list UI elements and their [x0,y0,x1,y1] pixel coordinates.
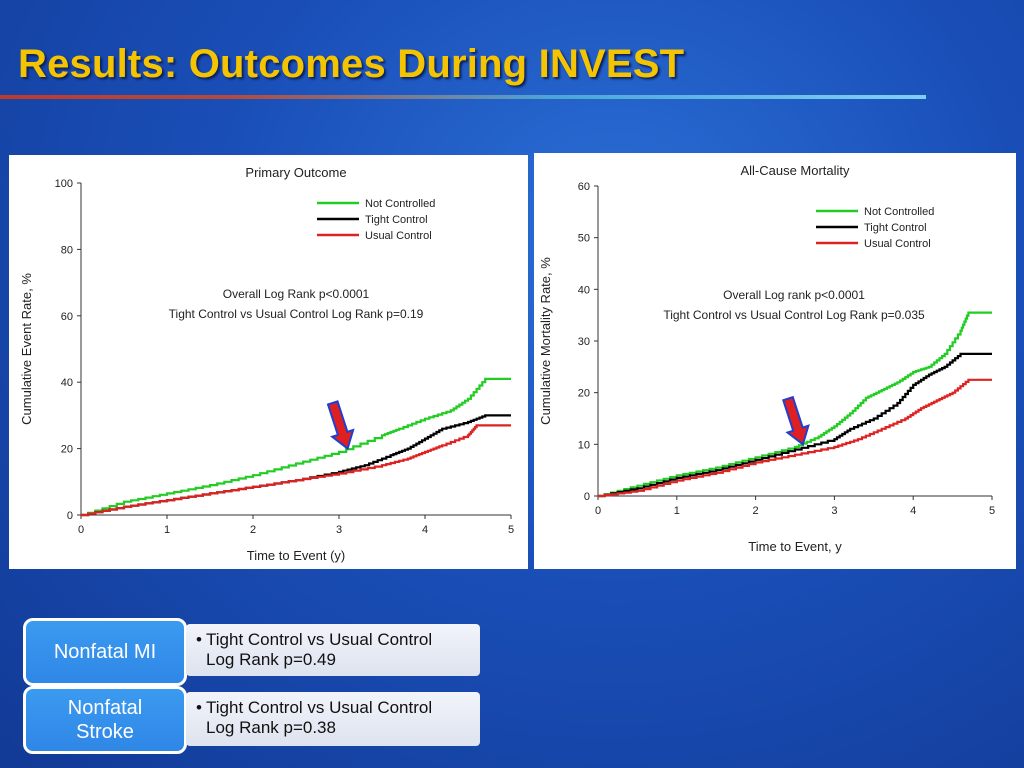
primary-y-axis-label: Cumulative Event Rate, % [19,273,34,425]
nonfatal-mi-comparison: Tight Control vs Usual Control [206,630,433,649]
title-underline [0,95,926,99]
nonfatal-mi-label-box: Nonfatal MI [23,618,187,686]
mortality-x-tick-label: 3 [831,505,837,517]
mortality-y-tick-label: 0 [584,491,590,503]
primary-arrow-icon [326,400,355,451]
primary-arrow-shape [326,400,355,451]
nonfatal-mi-note-box: • Tight Control vs Usual Control Log Rank… [186,624,480,676]
nonfatal-mi-pvalue: Log Rank p=0.49 [206,650,336,669]
nonfatal-stroke-label-box: Nonfatal Stroke [23,686,187,754]
bullet-icon: • [196,698,202,717]
mortality-y-tick-label: 60 [578,181,590,193]
nonfatal-stroke-comparison: Tight Control vs Usual Control [206,698,433,717]
bullet-icon: • [196,630,202,649]
primary-series-not-controlled [81,377,511,517]
nonfatal-mi-note-line1: • Tight Control vs Usual Control [196,630,472,650]
nonfatal-stroke-note-line1: • Tight Control vs Usual Control [196,698,472,718]
slide-title: Results: Outcomes During INVEST [18,42,685,86]
primary-x-tick-label: 0 [78,524,84,536]
mortality-x-tick-label: 0 [595,505,601,517]
primary-x-axis-label: Time to Event (y) [247,548,345,563]
primary-annotation-1: Overall Log Rank p<0.0001 [223,287,370,301]
mortality-y-tick-label: 50 [578,233,590,245]
primary-legend-label-not-controlled: Not Controlled [365,198,435,210]
mortality-series-not-controlled [598,311,992,498]
all-cause-mortality-chart: All-Cause Mortality 0 10 20 30 40 50 60 0 1 2 3 4 5 Ti… [538,163,995,554]
mortality-annotation-1: Overall Log rank p<0.0001 [723,288,865,302]
primary-legend-label-tight-control: Tight Control [365,214,428,226]
primary-legend-label-usual-control: Usual Control [365,230,432,242]
mortality-x-tick-label: 4 [910,505,916,517]
primary-series-usual-control [81,424,511,517]
mortality-series-tight-control [598,352,992,498]
nonfatal-mi-label: Nonfatal MI [53,641,157,663]
primary-y-tick-label: 100 [55,178,73,190]
primary-y-tick-label: 20 [61,444,73,456]
primary-outcome-chart: Primary Outcome 0 20 40 60 80 100 0 1 2 3 4 5 Time to… [19,165,514,563]
mortality-legend-label-not-controlled: Not Controlled [864,206,934,218]
mortality-arrow-shape [782,395,810,447]
mortality-x-tick-label: 5 [989,505,995,517]
primary-y-tick-label: 60 [61,311,73,323]
primary-y-tick-label: 0 [67,510,73,522]
mortality-legend-label-tight-control: Tight Control [864,222,927,234]
mortality-y-tick-label: 40 [578,284,590,296]
mortality-arrow-icon [782,395,810,447]
mortality-x-tick-label: 2 [753,505,759,517]
mortality-chart-title: All-Cause Mortality [740,163,850,178]
mortality-series-usual-control [598,378,992,498]
primary-chart-title: Primary Outcome [245,165,346,180]
mortality-legend-label-usual-control: Usual Control [864,238,931,250]
primary-x-tick-label: 2 [250,524,256,536]
primary-annotation-2: Tight Control vs Usual Control Log Rank … [169,307,424,321]
nonfatal-stroke-pvalue: Log Rank p=0.38 [206,718,336,737]
mortality-y-axis-label: Cumulative Mortality Rate, % [538,257,553,425]
mortality-x-tick-label: 1 [674,505,680,517]
nonfatal-stroke-label: Nonfatal Stroke [67,697,143,743]
mortality-y-tick-label: 10 [578,439,590,451]
primary-outcome-chart-panel: Primary Outcome 0 20 40 60 80 100 0 1 2 3 4 5 Time to… [9,155,528,569]
primary-y-tick-label: 80 [61,244,73,256]
mortality-y-tick-label: 20 [578,388,590,400]
nonfatal-stroke-note-box: • Tight Control vs Usual Control Log Rank… [186,692,480,746]
mortality-y-tick-label: 30 [578,336,590,348]
mortality-x-axis-label: Time to Event, y [748,539,842,554]
primary-x-tick-label: 3 [336,524,342,536]
primary-x-tick-label: 5 [508,524,514,536]
all-cause-mortality-chart-panel: All-Cause Mortality 0 10 20 30 40 50 60 0 1 2 3 4 5 Ti… [534,153,1016,569]
primary-x-tick-label: 1 [164,524,170,536]
primary-y-tick-label: 40 [61,377,73,389]
primary-x-tick-label: 4 [422,524,428,536]
mortality-annotation-2: Tight Control vs Usual Control Log Rank … [663,308,925,322]
